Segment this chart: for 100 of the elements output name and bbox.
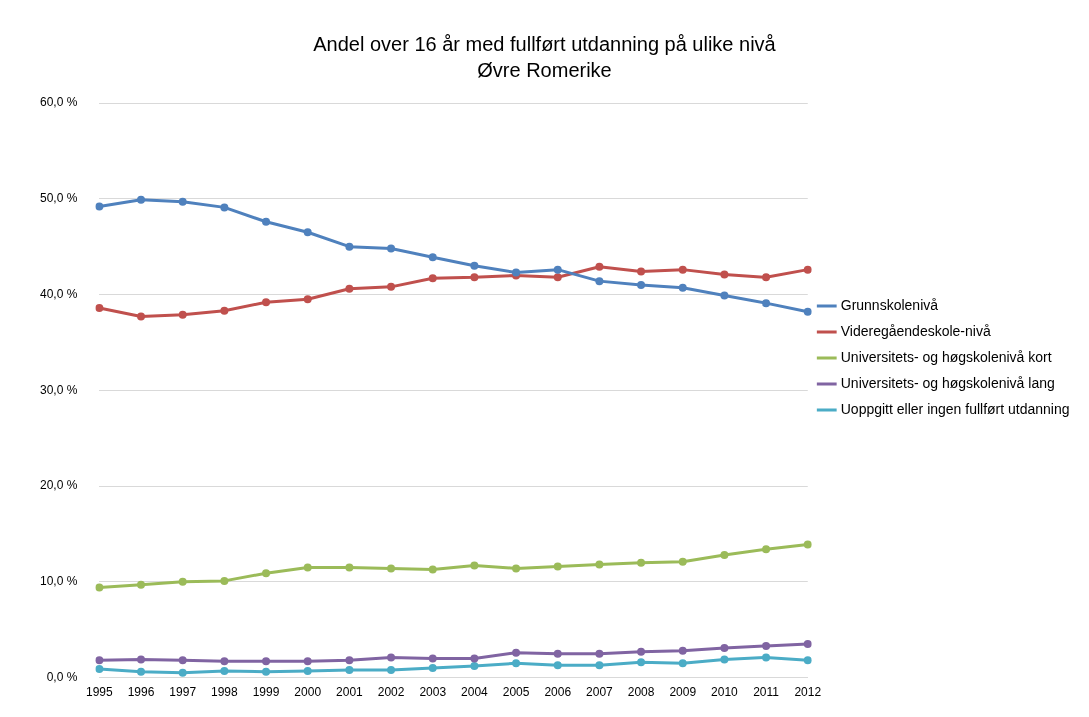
chart-title: Andel over 16 år med fullført utdanning på ulike nivå (313, 32, 777, 55)
point (220, 306, 229, 315)
y-tick-label: 20,0 % (40, 478, 78, 493)
point (95, 303, 104, 312)
point (262, 217, 271, 226)
point (262, 657, 271, 666)
x-tick-label: 2011 (753, 685, 780, 700)
point (345, 665, 354, 674)
point (762, 273, 771, 282)
x-tick-label: 1999 (252, 685, 280, 700)
point (637, 267, 646, 276)
point (762, 299, 771, 308)
y-tick-label: 60,0 % (40, 95, 78, 110)
point (428, 654, 437, 663)
point (470, 261, 479, 270)
point (345, 656, 354, 665)
point (595, 560, 604, 569)
point (220, 666, 229, 675)
point (178, 310, 187, 319)
point (178, 668, 187, 677)
point (678, 557, 687, 566)
x-tick-label: 1995 (86, 685, 114, 700)
point (678, 659, 687, 668)
legend-label: Uoppgitt eller ingen fullført utdanning (840, 400, 1070, 417)
legend-label: Grunnskolenivå (840, 296, 939, 313)
x-tick-label: 2012 (794, 685, 822, 700)
point (345, 284, 354, 293)
point (803, 656, 812, 665)
point (470, 273, 479, 282)
point (428, 664, 437, 673)
chart-subtitle: Øvre Romerike (477, 58, 612, 81)
x-tick-label: 2009 (669, 685, 697, 700)
y-tick-label: 50,0 % (40, 191, 78, 206)
point (303, 666, 312, 675)
point (303, 295, 312, 304)
legend-label: Universitets- og høgskolenivå lang (840, 374, 1055, 391)
point (303, 563, 312, 572)
point (595, 661, 604, 670)
x-tick-label: 2001 (336, 685, 364, 700)
point (220, 657, 229, 666)
point (262, 298, 271, 307)
point (137, 312, 146, 321)
point (387, 564, 396, 573)
point (428, 565, 437, 574)
point (553, 661, 562, 670)
point (428, 253, 437, 262)
point (720, 270, 729, 279)
point (345, 563, 354, 572)
point (178, 656, 187, 665)
x-tick-label: 2010 (711, 685, 739, 700)
x-tick-label: 2005 (502, 685, 530, 700)
point (262, 667, 271, 676)
point (720, 551, 729, 560)
point (137, 580, 146, 589)
point (262, 569, 271, 578)
point (137, 195, 146, 204)
point (345, 242, 354, 251)
point (137, 655, 146, 664)
point (637, 658, 646, 667)
point (678, 265, 687, 274)
point (387, 665, 396, 674)
point (387, 244, 396, 253)
point (637, 558, 646, 567)
point (595, 277, 604, 286)
point (387, 282, 396, 291)
point (720, 655, 729, 664)
point (678, 283, 687, 292)
point (803, 540, 812, 549)
point (470, 561, 479, 570)
x-tick-label: 1998 (211, 685, 239, 700)
point (720, 291, 729, 300)
y-tick-label: 10,0 % (40, 574, 78, 589)
point (553, 649, 562, 658)
point (220, 203, 229, 212)
point (428, 274, 437, 283)
point (553, 273, 562, 282)
point (95, 656, 104, 665)
point (178, 577, 187, 586)
point (512, 564, 521, 573)
legend-label: Videregåendeskole-nivå (840, 322, 991, 339)
legend-label: Universitets- og høgskolenivå kort (840, 348, 1052, 365)
point (803, 640, 812, 649)
point (762, 545, 771, 554)
point (720, 643, 729, 652)
y-tick-label: 30,0 % (40, 382, 78, 397)
point (762, 642, 771, 650)
x-tick-label: 2000 (294, 685, 322, 700)
point (95, 664, 104, 673)
point (303, 228, 312, 237)
point (595, 262, 604, 271)
point (95, 202, 104, 211)
point (512, 659, 521, 668)
point (762, 653, 771, 662)
point (470, 662, 479, 671)
x-tick-label: 2006 (544, 685, 572, 700)
x-tick-label: 2004 (461, 685, 489, 700)
point (803, 307, 812, 316)
point (303, 657, 312, 666)
point (553, 562, 562, 571)
point (95, 583, 104, 592)
